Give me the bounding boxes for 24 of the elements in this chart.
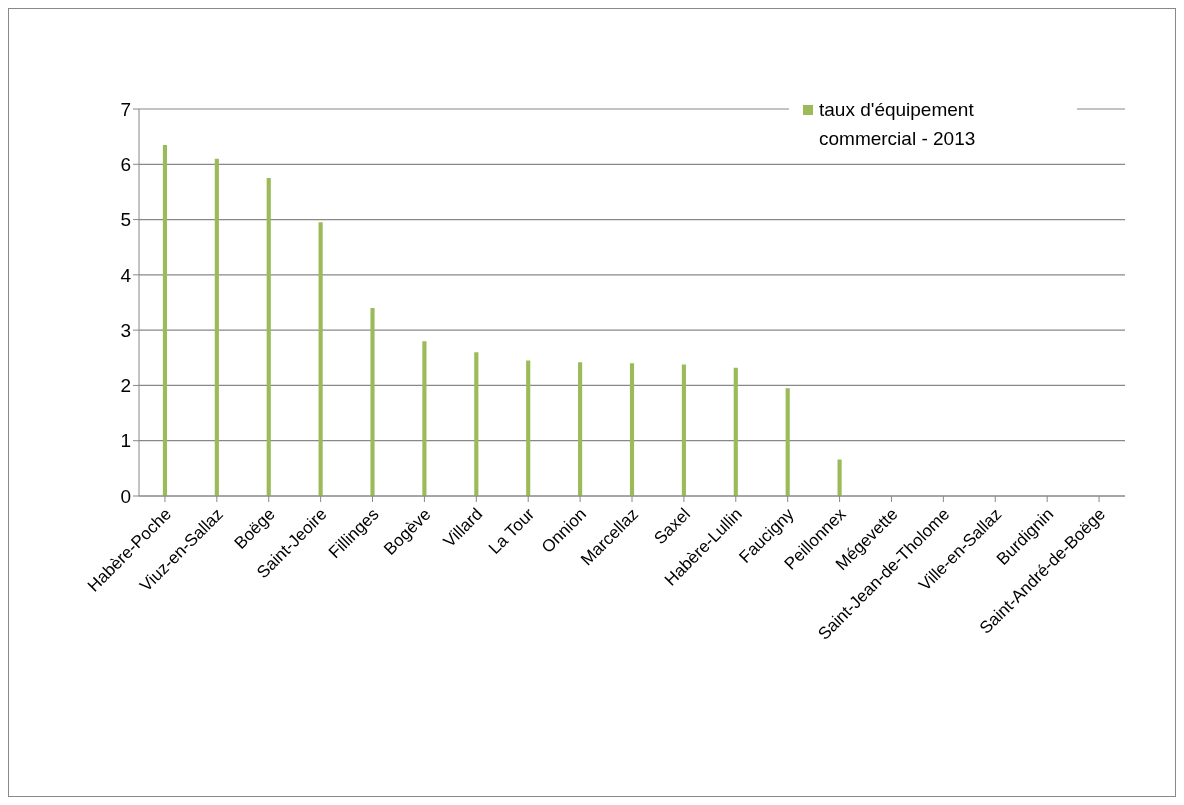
- y-tick-label: 6: [120, 154, 131, 176]
- bar: [681, 364, 686, 496]
- bar: [733, 367, 738, 496]
- bar: [422, 341, 427, 496]
- bar: [629, 363, 635, 496]
- y-tick-label: 1: [120, 430, 131, 452]
- y-tick-label: 4: [120, 264, 132, 286]
- bar: [370, 308, 375, 496]
- bar: [578, 362, 583, 496]
- bar: [785, 388, 790, 496]
- bar: [318, 222, 323, 496]
- bar: [474, 352, 479, 496]
- bar: [837, 459, 842, 496]
- bar: [162, 144, 168, 496]
- legend-label: taux d'équipement commercial - 2013: [819, 98, 977, 151]
- y-tick-label: 5: [120, 209, 131, 231]
- y-tick-label: 0: [120, 485, 131, 507]
- y-tick-label: 2: [120, 375, 131, 397]
- y-tick-label: 7: [120, 98, 131, 120]
- y-tick-label: 3: [120, 319, 131, 341]
- bar: [214, 158, 219, 496]
- x-tick-label: La Tour: [484, 504, 539, 558]
- bar: [526, 360, 531, 496]
- bar: [266, 178, 271, 496]
